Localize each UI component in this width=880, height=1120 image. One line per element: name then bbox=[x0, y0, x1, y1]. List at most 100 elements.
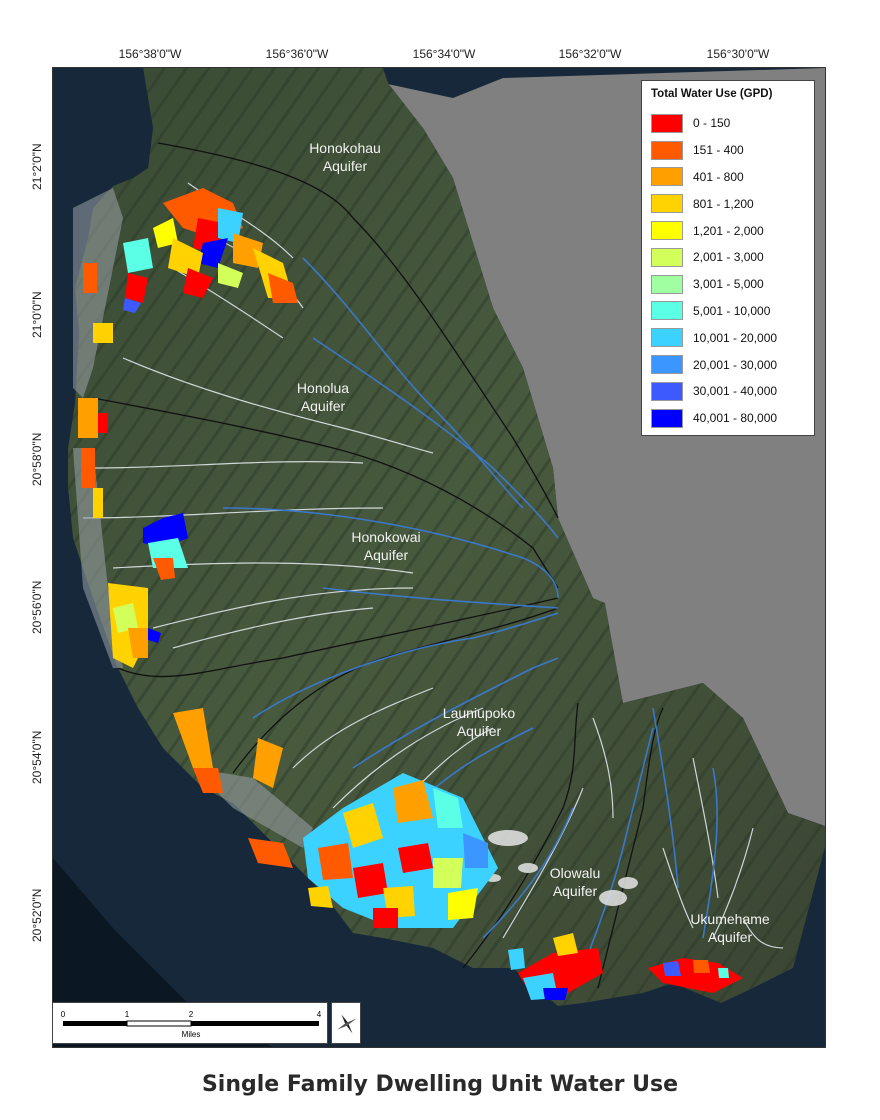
boundary-line bbox=[157, 142, 559, 519]
parcel[interactable] bbox=[123, 238, 153, 273]
parcel[interactable] bbox=[253, 738, 283, 788]
stream bbox=[92, 461, 364, 469]
latitude-label: 20°54'0"N bbox=[30, 730, 44, 784]
parcel[interactable] bbox=[553, 933, 578, 956]
parcel[interactable] bbox=[113, 603, 138, 633]
parcel[interactable] bbox=[153, 218, 178, 248]
legend-label: 5,001 - 10,000 bbox=[693, 303, 771, 318]
stream bbox=[312, 337, 559, 539]
parcel[interactable] bbox=[663, 961, 681, 976]
parcel[interactable] bbox=[123, 298, 141, 313]
parcel[interactable] bbox=[393, 780, 433, 823]
parcel[interactable] bbox=[433, 858, 463, 888]
aquifer-label-line2: Aquifer bbox=[323, 158, 368, 174]
parcel[interactable] bbox=[308, 886, 333, 908]
scale-segment bbox=[126, 1020, 192, 1027]
legend-item: 0 - 150 bbox=[651, 110, 805, 137]
parcel[interactable] bbox=[693, 960, 710, 973]
parcel[interactable] bbox=[183, 268, 213, 298]
stream bbox=[172, 607, 374, 649]
parcel[interactable] bbox=[148, 628, 161, 643]
parcel[interactable] bbox=[78, 398, 98, 438]
legend-item: 10,001 - 20,000 bbox=[651, 324, 805, 351]
parcel[interactable] bbox=[343, 803, 383, 848]
scale-tick-label: 0 bbox=[61, 1010, 66, 1019]
parcel[interactable] bbox=[173, 708, 213, 768]
parcel[interactable] bbox=[268, 273, 298, 303]
legend-item: 20,001 - 30,000 bbox=[651, 351, 805, 378]
stream bbox=[302, 257, 524, 509]
stream bbox=[352, 657, 559, 769]
parcel[interactable] bbox=[463, 833, 488, 868]
aquifer-label-line2: Aquifer bbox=[364, 547, 409, 563]
map-legend: Total Water Use (GPD) 0 - 150 151 - 400 40… bbox=[641, 80, 815, 436]
parcel[interactable] bbox=[353, 863, 388, 898]
parcel[interactable] bbox=[193, 768, 223, 793]
compass-icon bbox=[337, 1014, 357, 1034]
parcel[interactable] bbox=[233, 233, 263, 268]
aquifer-labels: Honokohau Aquifer Honolua Aquifer Honoko… bbox=[297, 140, 770, 945]
parcel[interactable] bbox=[373, 908, 398, 928]
parcel[interactable] bbox=[168, 238, 203, 278]
parcel[interactable] bbox=[433, 788, 463, 828]
parcel[interactable] bbox=[93, 323, 113, 343]
legend-swatch bbox=[651, 408, 683, 428]
aquifer-label-line1: Launiupoko bbox=[443, 705, 516, 721]
legend-label: 20,001 - 30,000 bbox=[693, 357, 778, 372]
legend-list: 0 - 150 151 - 400 401 - 800 801 - 1,200 1,20… bbox=[651, 110, 805, 432]
boundary-line bbox=[92, 397, 559, 589]
legend-label: 1,201 - 2,000 bbox=[693, 223, 764, 238]
stream bbox=[692, 757, 719, 899]
legend-swatch bbox=[651, 194, 683, 214]
stream bbox=[592, 717, 614, 819]
cloud bbox=[618, 877, 638, 889]
latitude-label: 20°56'0"N bbox=[30, 580, 44, 634]
parcel[interactable] bbox=[318, 843, 353, 880]
parcel-clusters bbox=[78, 188, 743, 1000]
parcel[interactable] bbox=[218, 263, 243, 288]
parcel[interactable] bbox=[198, 238, 228, 268]
legend-label: 801 - 1,200 bbox=[693, 196, 754, 211]
parcel[interactable] bbox=[248, 838, 293, 868]
boundary-line bbox=[597, 707, 664, 989]
parcel[interactable] bbox=[543, 988, 568, 1000]
longitude-label: 156°30'0"W bbox=[706, 47, 770, 61]
terrain-texture bbox=[53, 68, 825, 1006]
streams-blue bbox=[222, 257, 718, 969]
stream bbox=[502, 787, 584, 939]
legend-label: 30,001 - 40,000 bbox=[693, 384, 778, 399]
stream bbox=[702, 767, 718, 939]
parcel[interactable] bbox=[508, 948, 525, 970]
stream bbox=[152, 587, 414, 629]
stream bbox=[112, 562, 414, 574]
parcel[interactable] bbox=[93, 488, 103, 518]
legend-label: 151 - 400 bbox=[693, 143, 744, 158]
legend-title: Total Water Use (GPD) bbox=[651, 88, 773, 100]
scale-tick-label: 4 bbox=[317, 1010, 322, 1019]
legend-item: 5,001 - 10,000 bbox=[651, 298, 805, 325]
scale-tick-label: 1 bbox=[125, 1010, 130, 1019]
legend-swatch bbox=[651, 328, 683, 348]
parcel[interactable] bbox=[718, 968, 729, 978]
stream bbox=[582, 727, 654, 969]
legend-label: 40,001 - 80,000 bbox=[693, 411, 778, 426]
parcel[interactable] bbox=[125, 273, 148, 303]
longitude-label: 156°36'0"W bbox=[265, 47, 329, 61]
parcel[interactable] bbox=[128, 628, 148, 658]
parcel[interactable] bbox=[153, 558, 175, 580]
parcel[interactable] bbox=[83, 263, 97, 293]
legend-item: 40,001 - 80,000 bbox=[651, 405, 805, 432]
legend-swatch bbox=[651, 167, 683, 187]
aquifer-label-line2: Aquifer bbox=[301, 398, 346, 414]
latitude-label: 21°2'0"N bbox=[30, 143, 44, 190]
parcel[interactable] bbox=[448, 888, 478, 920]
cloud bbox=[488, 830, 528, 846]
legend-label: 401 - 800 bbox=[693, 169, 744, 184]
parcel[interactable] bbox=[98, 413, 108, 433]
streams-white bbox=[82, 182, 784, 949]
scale-segment bbox=[63, 1021, 127, 1026]
parcel[interactable] bbox=[81, 448, 95, 488]
longitude-label: 156°32'0"W bbox=[558, 47, 622, 61]
latitude-label: 21°0'0"N bbox=[30, 291, 44, 338]
parcel[interactable] bbox=[398, 843, 433, 873]
